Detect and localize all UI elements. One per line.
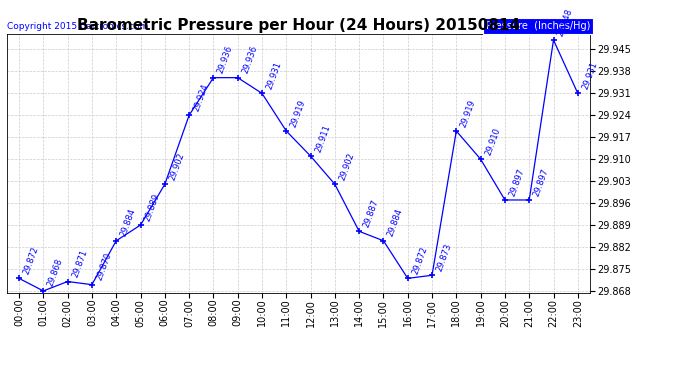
Text: 29.919: 29.919 [459,98,477,128]
Text: 29.897: 29.897 [508,167,526,197]
Text: 29.897: 29.897 [532,167,551,197]
Text: Copyright 2015 Cartronics.com: Copyright 2015 Cartronics.com [7,22,148,31]
Text: 29.872: 29.872 [411,245,429,276]
Text: 29.936: 29.936 [216,44,235,75]
Text: 29.868: 29.868 [46,258,65,288]
Text: 29.902: 29.902 [168,151,186,182]
Text: 29.910: 29.910 [484,126,502,156]
Text: 29.948: 29.948 [556,7,575,37]
Text: 29.884: 29.884 [119,207,137,238]
Text: 29.919: 29.919 [289,98,307,128]
Title: Barometric Pressure per Hour (24 Hours) 20150814: Barometric Pressure per Hour (24 Hours) … [77,18,520,33]
Text: 29.872: 29.872 [22,245,40,276]
Text: 29.884: 29.884 [386,207,404,238]
Text: 29.887: 29.887 [362,198,380,229]
Text: 29.889: 29.889 [144,192,161,222]
Text: Pressure  (Inches/Hg): Pressure (Inches/Hg) [486,21,590,31]
Text: 29.871: 29.871 [70,248,89,279]
Text: 29.911: 29.911 [313,123,332,153]
Text: 29.870: 29.870 [95,251,113,282]
Text: 29.924: 29.924 [192,82,210,112]
Text: 29.931: 29.931 [580,60,599,91]
Text: 29.931: 29.931 [265,60,283,91]
Text: 29.873: 29.873 [435,242,453,273]
Text: 29.902: 29.902 [337,151,356,182]
Text: 29.936: 29.936 [241,44,259,75]
